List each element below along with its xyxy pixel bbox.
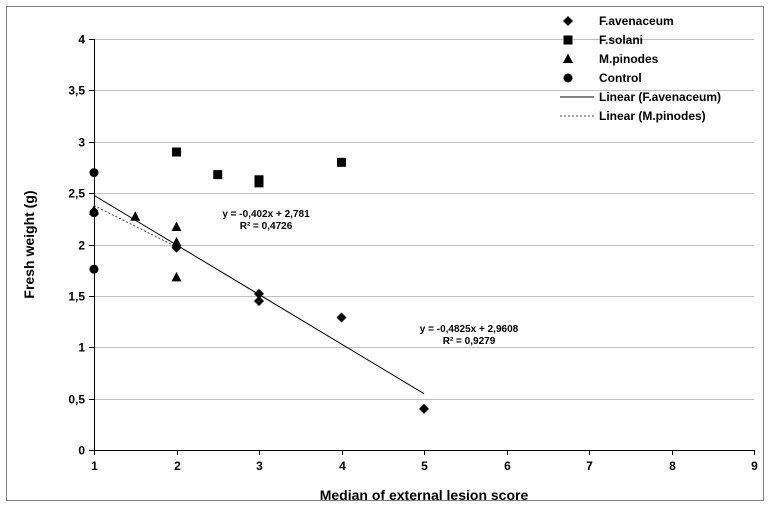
data-point-circle <box>89 264 99 274</box>
data-point-triangle <box>171 236 182 247</box>
y-tick-label: 2,5 <box>68 187 85 201</box>
axes <box>89 39 755 455</box>
x-tick-label: 5 <box>421 459 428 473</box>
y-tick-label: 0 <box>78 444 85 458</box>
data-point-square <box>172 147 181 157</box>
data-point-diamond <box>254 296 264 307</box>
data-point-diamond <box>336 312 347 323</box>
x-tick-label: 1 <box>91 459 98 473</box>
gridlines <box>94 39 754 400</box>
y-tick-label: 0,5 <box>68 393 85 407</box>
trendline-r-squared: R² = 0,4726 <box>240 221 293 232</box>
legend-marker-circle <box>563 73 573 83</box>
x-tick-label: 7 <box>586 459 593 473</box>
x-tick-label: 9 <box>751 459 758 473</box>
x-tick-label: 8 <box>669 459 676 473</box>
legend-label: F.avenaceum <box>599 14 674 28</box>
data-point-square <box>254 178 264 188</box>
chart-frame <box>6 6 764 501</box>
data-point-circle <box>89 168 99 178</box>
y-tick-label: 1 <box>78 341 85 355</box>
data-point-square <box>213 170 223 180</box>
data-point-diamond <box>419 403 429 414</box>
trendline-equation: y = -0,4825x + 2,9608 <box>420 324 519 335</box>
y-axis-title: Fresh weight (g) <box>21 190 37 298</box>
data-point-square <box>337 157 346 167</box>
data-points <box>89 147 429 414</box>
y-tick-label: 1,5 <box>68 290 85 304</box>
x-axis-title: Median of external lesion score <box>320 487 529 503</box>
data-point-triangle <box>130 211 141 221</box>
x-tick-label: 3 <box>256 459 263 473</box>
x-tick-label: 4 <box>339 459 346 473</box>
legend-marker-square <box>563 35 573 45</box>
trendline-r-squared: R² = 0,9279 <box>443 336 496 347</box>
legend: F.avenaceum F.solani M.pinodes Control Linea… <box>560 14 721 123</box>
data-point-triangle <box>171 221 182 232</box>
y-tick-label: 3,5 <box>68 84 85 98</box>
legend-label: F.solani <box>599 33 643 47</box>
x-tick-label: 6 <box>504 459 511 473</box>
tick-labels: 0 0,5 1 1,5 2 2,5 3 3,5 4 1 2 3 4 5 6 7 8 9 <box>68 33 758 474</box>
data-point-circle <box>89 208 99 218</box>
y-tick-label: 4 <box>78 33 85 47</box>
legend-label: Linear (F.avenaceum) <box>599 90 721 104</box>
legend-label: Linear (M.pinodes) <box>599 109 706 123</box>
trendline-equation: y = -0,402x + 2,781 <box>222 209 310 220</box>
data-point-diamond <box>254 288 264 299</box>
x-tick-label: 2 <box>174 459 181 473</box>
legend-label: Control <box>599 71 642 85</box>
y-tick-label: 3 <box>78 136 85 150</box>
trendline <box>93 205 177 248</box>
legend-label: M.pinodes <box>599 52 659 66</box>
legend-marker-triangle <box>563 53 573 63</box>
y-tick-label: 2 <box>78 239 85 253</box>
legend-marker-diamond <box>563 16 573 26</box>
data-point-triangle <box>171 271 182 282</box>
